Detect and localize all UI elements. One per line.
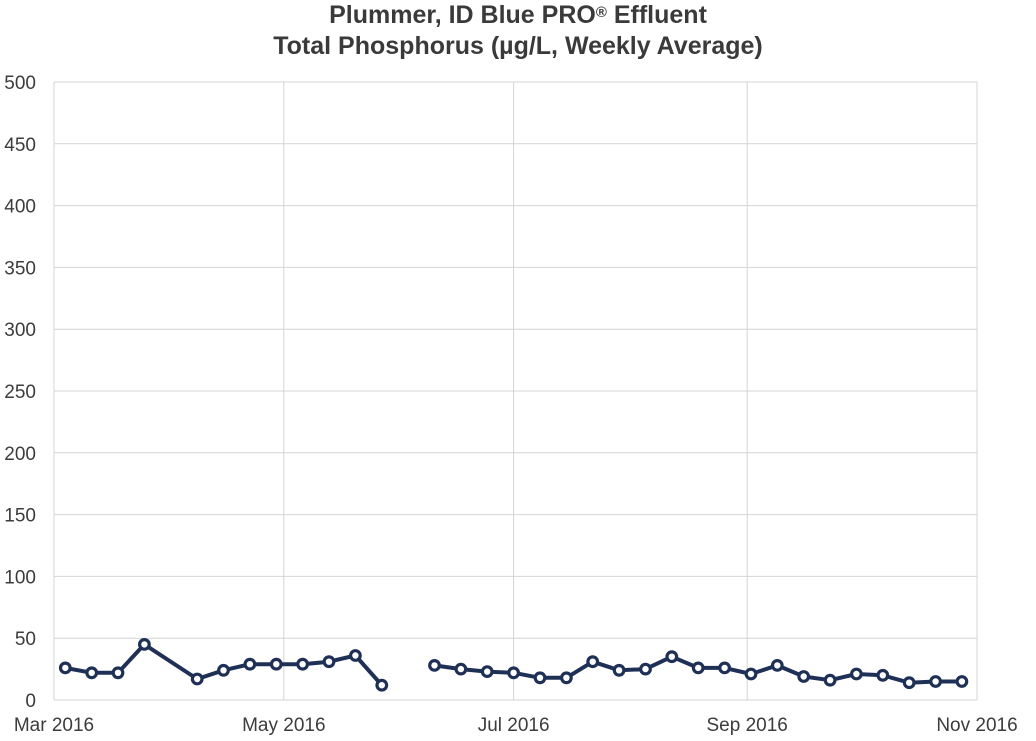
data-point	[480, 665, 494, 678]
y-tick-label: 50	[15, 629, 36, 650]
data-point	[586, 655, 600, 669]
y-tick-label: 100	[4, 567, 36, 588]
chart-title-main: Plummer, ID Blue PRO	[329, 1, 596, 29]
data-point	[322, 655, 336, 669]
y-tick-label: 450	[4, 135, 36, 156]
data-point	[770, 659, 784, 672]
data-point	[797, 670, 811, 683]
data-point	[823, 673, 837, 687]
data-point	[507, 666, 520, 680]
x-tick-label: Nov 2016	[936, 715, 1017, 736]
data-point	[137, 638, 151, 651]
data-point	[876, 668, 890, 682]
data-point	[85, 666, 99, 680]
axis-labels: 0 50 100 150 200 250 300 350 400 450 500 Mar 2016 Ma…	[4, 73, 1017, 736]
data-point	[190, 672, 204, 686]
data-point	[955, 675, 969, 688]
x-tick-label: Sep 2016	[707, 715, 788, 736]
chart-title-line-1: Plummer, ID Blue PRO® Effluent	[0, 0, 1036, 30]
y-tick-label: 250	[4, 382, 36, 403]
chart-title-line-2: Total Phosphorus (µg/L, Weekly Average)	[273, 32, 763, 60]
data-point	[375, 678, 389, 692]
y-tick-label: 400	[4, 197, 36, 218]
data-point	[850, 667, 863, 681]
data-point	[560, 671, 573, 685]
data-point	[744, 667, 758, 681]
x-tick-label: May 2016	[242, 715, 325, 736]
x-tick-label: Mar 2016	[14, 715, 94, 736]
y-tick-label: 150	[4, 506, 36, 527]
data-point	[533, 671, 547, 685]
data-point	[902, 676, 916, 690]
data-point	[718, 661, 731, 675]
y-tick-label: 200	[4, 444, 36, 465]
data-point	[639, 662, 652, 676]
data-point	[58, 661, 72, 675]
data-point	[929, 675, 942, 688]
data-point	[349, 649, 362, 662]
x-tick-label: Jul 2016	[478, 715, 550, 736]
data-point	[243, 657, 257, 671]
data-point	[428, 659, 441, 672]
data-point	[665, 650, 679, 664]
data-point	[217, 663, 230, 677]
y-tick-label: 350	[4, 258, 36, 279]
grid-layer	[53, 81, 978, 701]
y-tick-label: 300	[4, 320, 36, 341]
data-point	[269, 657, 283, 671]
data-point	[296, 657, 310, 671]
data-point	[111, 666, 125, 680]
data-point	[691, 661, 705, 675]
registered-mark: ®	[595, 4, 607, 21]
data-point	[454, 662, 468, 676]
chart-title-tail: Effluent	[606, 1, 707, 29]
series-points-layer	[58, 638, 969, 692]
data-point	[612, 663, 626, 677]
y-tick-label: 500	[4, 73, 36, 94]
y-tick-label: 0	[25, 691, 36, 712]
